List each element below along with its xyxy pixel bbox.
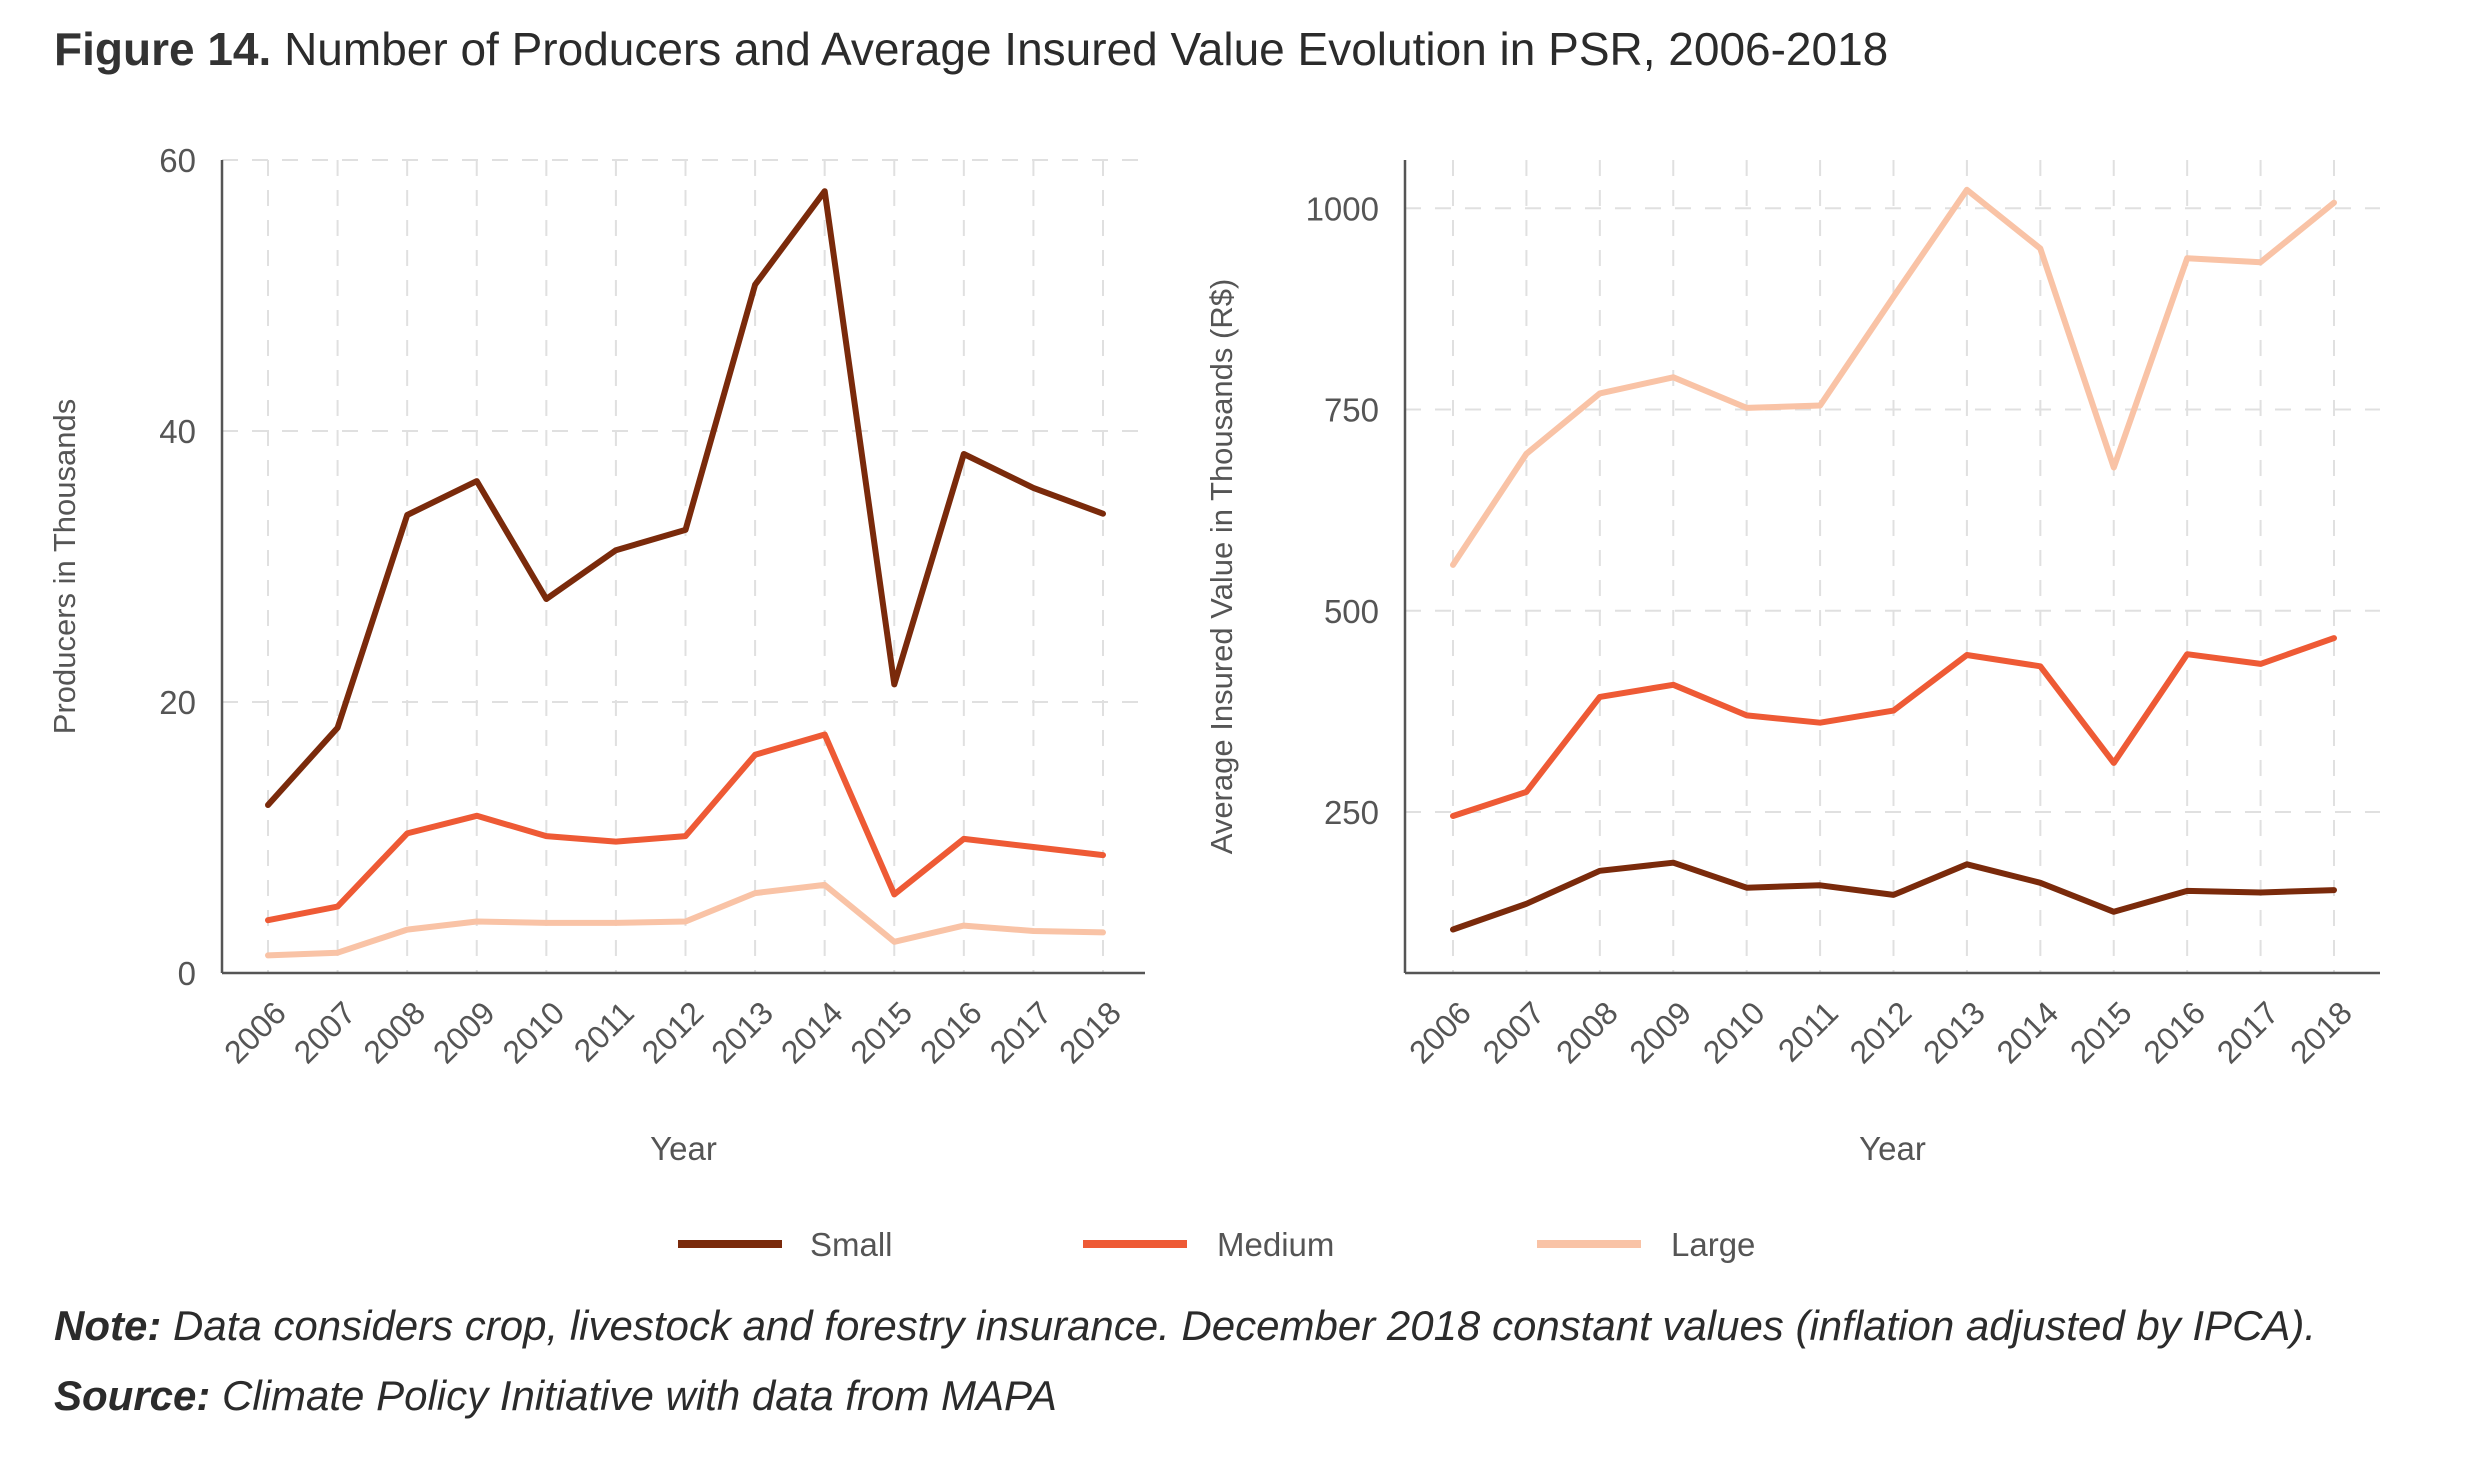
chart2-ytick-label: 750 — [1324, 392, 1379, 429]
chart1-xtick-label: 2012 — [635, 994, 711, 1070]
chart2-ytick-label: 1000 — [1306, 190, 1379, 227]
chart1-xtick-label: 2013 — [704, 994, 780, 1070]
chart2-xtick-label: 2006 — [1402, 994, 1478, 1070]
chart1-xtick-label: 2015 — [843, 994, 919, 1070]
chart1-xtick-label: 2017 — [983, 994, 1059, 1070]
chart1-ytick-label: 20 — [159, 684, 196, 721]
charts-canvas: 0204060200620072008200920102011201220132… — [47, 142, 2380, 1263]
chart2-ytick-label: 250 — [1324, 794, 1379, 831]
legend-label-medium: Medium — [1217, 1226, 1334, 1263]
legend-label-small: Small — [810, 1226, 893, 1263]
chart1-xtick-label: 2009 — [426, 994, 502, 1070]
chart1-xtick-label: 2011 — [567, 994, 641, 1068]
figure-title: Figure 14. Number of Producers and Avera… — [54, 22, 1888, 76]
chart2-xtick-label: 2012 — [1843, 994, 1919, 1070]
note-label: Note: — [54, 1302, 162, 1349]
chart1-line-small — [265, 188, 1106, 808]
chart1-xtick-label: 2006 — [217, 994, 293, 1070]
chart2-xtick-label: 2013 — [1916, 994, 1992, 1070]
chart2-x-axis-title: Year — [1859, 1130, 1926, 1167]
chart2-xtick-label: 2010 — [1696, 994, 1772, 1070]
chart1-xtick-label: 2016 — [913, 994, 989, 1070]
chart1-line-medium — [265, 731, 1106, 924]
chart1-xtick-label: 2007 — [287, 994, 363, 1070]
chart2-xtick-label: 2017 — [2210, 994, 2286, 1070]
chart2-xtick-label: 2011 — [1771, 994, 1845, 1068]
chart2-xtick-label: 2014 — [1989, 994, 2065, 1070]
note-text: Data considers crop, livestock and fores… — [173, 1302, 2317, 1349]
chart1-y-axis-title: Producers in Thousands — [47, 399, 82, 734]
chart1-xtick-label: 2010 — [495, 994, 571, 1070]
source-text: Climate Policy Initiative with data from… — [222, 1372, 1057, 1419]
source: Source: Climate Policy Initiative with d… — [54, 1372, 1057, 1420]
chart1-line-large — [265, 881, 1106, 959]
chart2-ytick-label: 500 — [1324, 593, 1379, 630]
chart2-xtick-label: 2018 — [2283, 994, 2359, 1070]
figure-title-text: Number of Producers and Average Insured … — [284, 23, 1889, 75]
chart1-xtick-label: 2018 — [1052, 994, 1128, 1070]
legend-label-large: Large — [1671, 1226, 1755, 1263]
chart1-ytick-label: 40 — [159, 413, 196, 450]
chart1-ytick-label: 60 — [159, 142, 196, 179]
figure-number: Figure 14. — [54, 23, 272, 75]
chart2-line-large — [1450, 186, 2337, 568]
chart1-xtick-label: 2008 — [356, 994, 432, 1070]
chart2-xtick-label: 2015 — [2063, 994, 2139, 1070]
chart1-x-axis-title: Year — [650, 1130, 717, 1167]
chart2-y-axis-title: Average Insured Value in Thousands (R$) — [1204, 279, 1239, 855]
chart2-line-small — [1450, 859, 2337, 933]
chart2-xtick-label: 2016 — [2136, 994, 2212, 1070]
chart2-xtick-label: 2007 — [1476, 994, 1552, 1070]
chart2-xtick-label: 2008 — [1549, 994, 1625, 1070]
source-label: Source: — [54, 1372, 211, 1419]
chart1-ytick-label: 0 — [178, 955, 196, 992]
chart2-xtick-label: 2009 — [1622, 994, 1698, 1070]
note: Note: Data considers crop, livestock and… — [54, 1302, 2316, 1350]
chart1-xtick-label: 2014 — [774, 994, 850, 1070]
chart2-line-medium — [1450, 635, 2337, 819]
